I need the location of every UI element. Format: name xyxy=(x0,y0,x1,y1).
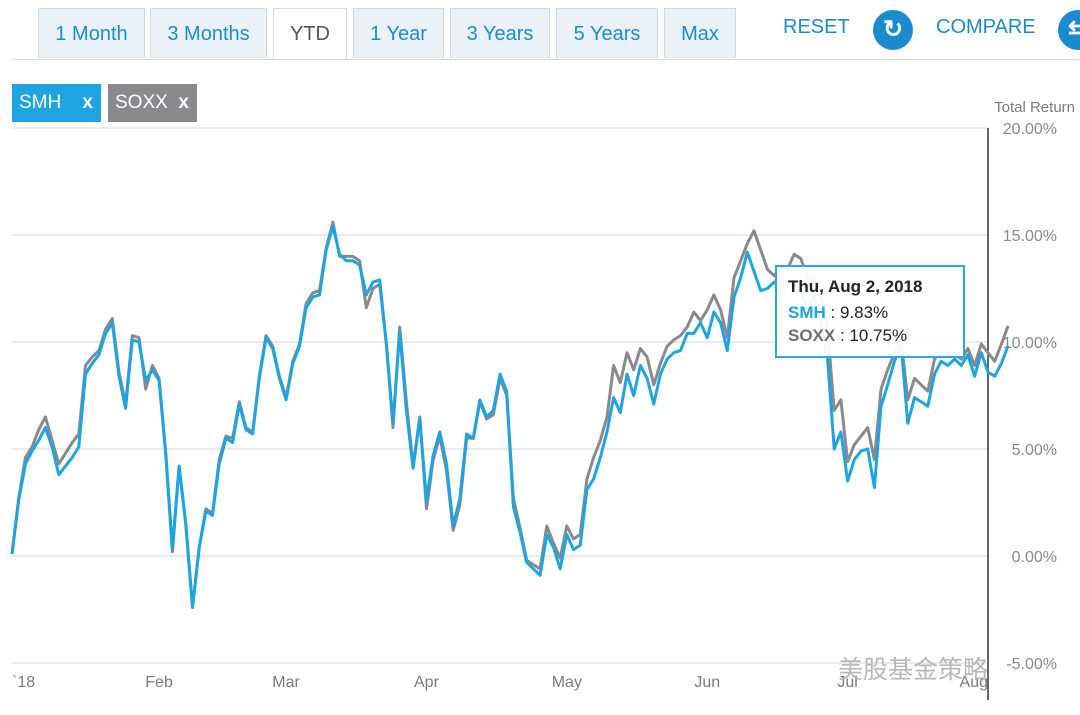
remove-symbol-button[interactable]: x xyxy=(178,92,189,113)
remove-symbol-button[interactable]: x xyxy=(82,92,93,113)
range-tabs: 1 Month 3 Months YTD 1 Year 3 Years 5 Ye… xyxy=(0,0,760,60)
tab-1-year[interactable]: 1 Year xyxy=(353,8,444,58)
refresh-icon[interactable]: ↻ xyxy=(873,10,913,50)
x-tick-label: Feb xyxy=(145,674,173,691)
swap-icon[interactable]: ⇆ xyxy=(1058,10,1080,50)
tooltip-separator: : xyxy=(825,303,840,322)
tooltip-row-smh: SMH : 9.83% xyxy=(788,301,963,324)
y-axis-title: Total Return xyxy=(994,99,1075,116)
x-tick-label: Aug xyxy=(960,674,988,691)
y-tick-label: 15.00% xyxy=(1003,228,1057,245)
compare-button[interactable]: COMPARE xyxy=(936,16,1036,38)
watermark: 美股基金策略 xyxy=(838,656,989,684)
y-tick-label: 10.00% xyxy=(1003,335,1057,352)
x-tick-label: `18 xyxy=(12,674,35,691)
hover-tooltip: Thu, Aug 2, 2018 SMH : 9.83% SOXX : 10.7… xyxy=(775,265,965,358)
x-tick-label: Jul xyxy=(837,674,857,691)
x-tick-label: Jun xyxy=(694,674,720,691)
tooltip-series-name: SMH xyxy=(788,303,826,322)
symbol-chip-smh: SMH x xyxy=(12,84,101,122)
tab-ytd[interactable]: YTD xyxy=(273,8,347,60)
y-tick-label: 5.00% xyxy=(1012,442,1057,459)
x-tick-label: Apr xyxy=(414,674,440,691)
tooltip-series-name: SOXX xyxy=(788,326,836,345)
tooltip-value: 10.75% xyxy=(849,326,908,345)
series-line-smh xyxy=(10,224,1010,609)
tab-max[interactable]: Max xyxy=(664,8,736,58)
x-tick-label: May xyxy=(552,674,582,691)
tooltip-separator: : xyxy=(835,326,850,345)
tab-3-years[interactable]: 3 Years xyxy=(450,8,550,58)
tooltip-value: 9.83% xyxy=(839,303,889,322)
symbol-label: SOXX xyxy=(115,92,168,113)
tab-3-months[interactable]: 3 Months xyxy=(150,8,267,58)
symbol-chip-soxx: SOXX x xyxy=(108,84,197,122)
y-tick-label: 20.00% xyxy=(1003,121,1057,138)
total-return-chart[interactable]: 20.00% 15.00% 10.00% 5.00% 0.00% -5.00% Total … xyxy=(0,90,1080,715)
reset-button[interactable]: RESET xyxy=(783,16,850,38)
tab-5-years[interactable]: 5 Years xyxy=(556,8,658,58)
y-tick-label: -5.00% xyxy=(1006,656,1057,673)
symbol-label: SMH xyxy=(19,92,62,113)
tab-1-month[interactable]: 1 Month xyxy=(38,8,145,58)
tabs-divider xyxy=(12,59,1080,60)
tooltip-date: Thu, Aug 2, 2018 xyxy=(788,277,923,296)
tooltip-row-soxx: SOXX : 10.75% xyxy=(788,324,963,347)
x-tick-label: Mar xyxy=(272,674,300,691)
y-tick-label: 0.00% xyxy=(1012,549,1057,566)
